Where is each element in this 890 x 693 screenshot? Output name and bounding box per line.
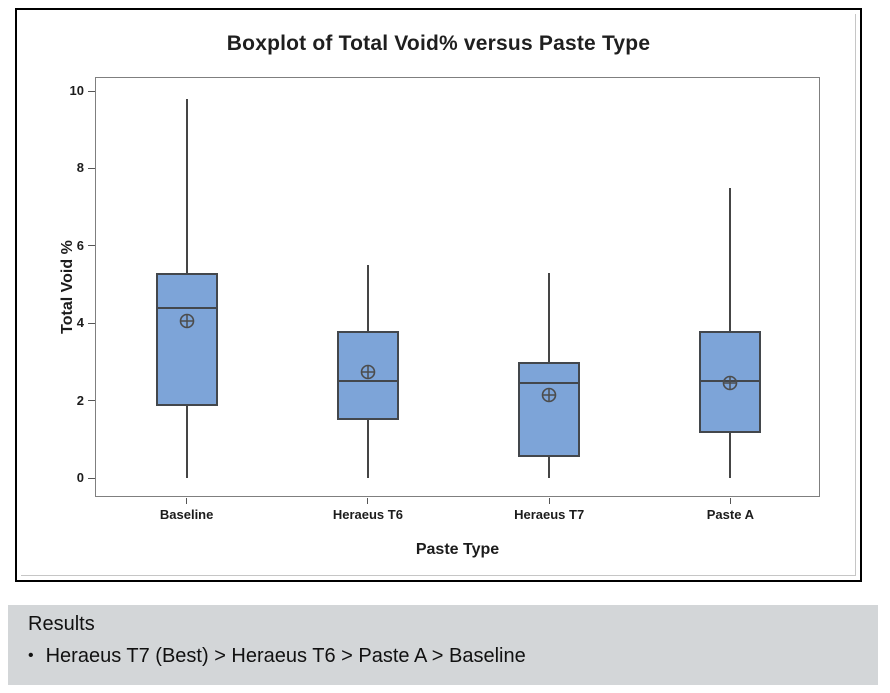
y-tick-label: 2 bbox=[76, 392, 84, 408]
x-category-label: Heraeus T7 bbox=[514, 507, 585, 522]
y-tick-label: 10 bbox=[69, 83, 84, 98]
mean-marker-icon bbox=[358, 362, 378, 382]
x-axis-tick bbox=[186, 498, 188, 504]
mean-marker-icon bbox=[720, 373, 740, 393]
y-axis-tick bbox=[88, 477, 95, 479]
iqr-box bbox=[155, 272, 218, 407]
y-axis-tick bbox=[88, 90, 95, 92]
median-line bbox=[518, 382, 581, 385]
median-line bbox=[336, 380, 399, 383]
chart-title: Boxplot of Total Void% versus Paste Type bbox=[226, 32, 651, 55]
x-category-label: Paste A bbox=[706, 507, 754, 522]
y-axis-tick bbox=[88, 167, 95, 169]
results-bullet-item: • Heraeus T7 (Best) > Heraeus T6 > Paste … bbox=[28, 645, 526, 668]
y-tick-label: 4 bbox=[76, 315, 84, 331]
results-heading: Results bbox=[28, 613, 95, 635]
y-axis-tick bbox=[88, 322, 95, 324]
mean-marker-icon bbox=[177, 311, 197, 331]
boxplot-figure: Boxplot of Total Void% versus Paste Type… bbox=[15, 8, 862, 582]
x-axis-tick bbox=[548, 498, 550, 504]
y-tick-label: 8 bbox=[76, 160, 84, 176]
mean-marker-icon bbox=[539, 385, 559, 405]
iqr-box bbox=[518, 361, 581, 457]
x-axis-label: Paste Type bbox=[415, 541, 500, 558]
median-line bbox=[155, 306, 218, 309]
x-axis-tick bbox=[367, 498, 369, 504]
y-tick-label: 6 bbox=[76, 237, 84, 253]
results-bullet-text: Heraeus T7 (Best) > Heraeus T6 > Paste A… bbox=[45, 645, 526, 667]
y-axis-tick bbox=[88, 400, 95, 402]
y-axis-tick bbox=[88, 245, 95, 247]
x-axis-tick bbox=[729, 498, 731, 504]
bullet-icon: • bbox=[28, 647, 34, 664]
x-category-label: Heraeus T6 bbox=[332, 507, 403, 522]
x-category-label: Baseline bbox=[159, 507, 214, 522]
plot-area: 0 2 4 6 8 10 Baseline Heraeus T6 Heraeus T7 Paste… bbox=[70, 77, 820, 522]
y-tick-label: 0 bbox=[76, 470, 84, 485]
results-panel: Results • Heraeus T7 (Best) > Heraeus T6 … bbox=[8, 605, 878, 685]
